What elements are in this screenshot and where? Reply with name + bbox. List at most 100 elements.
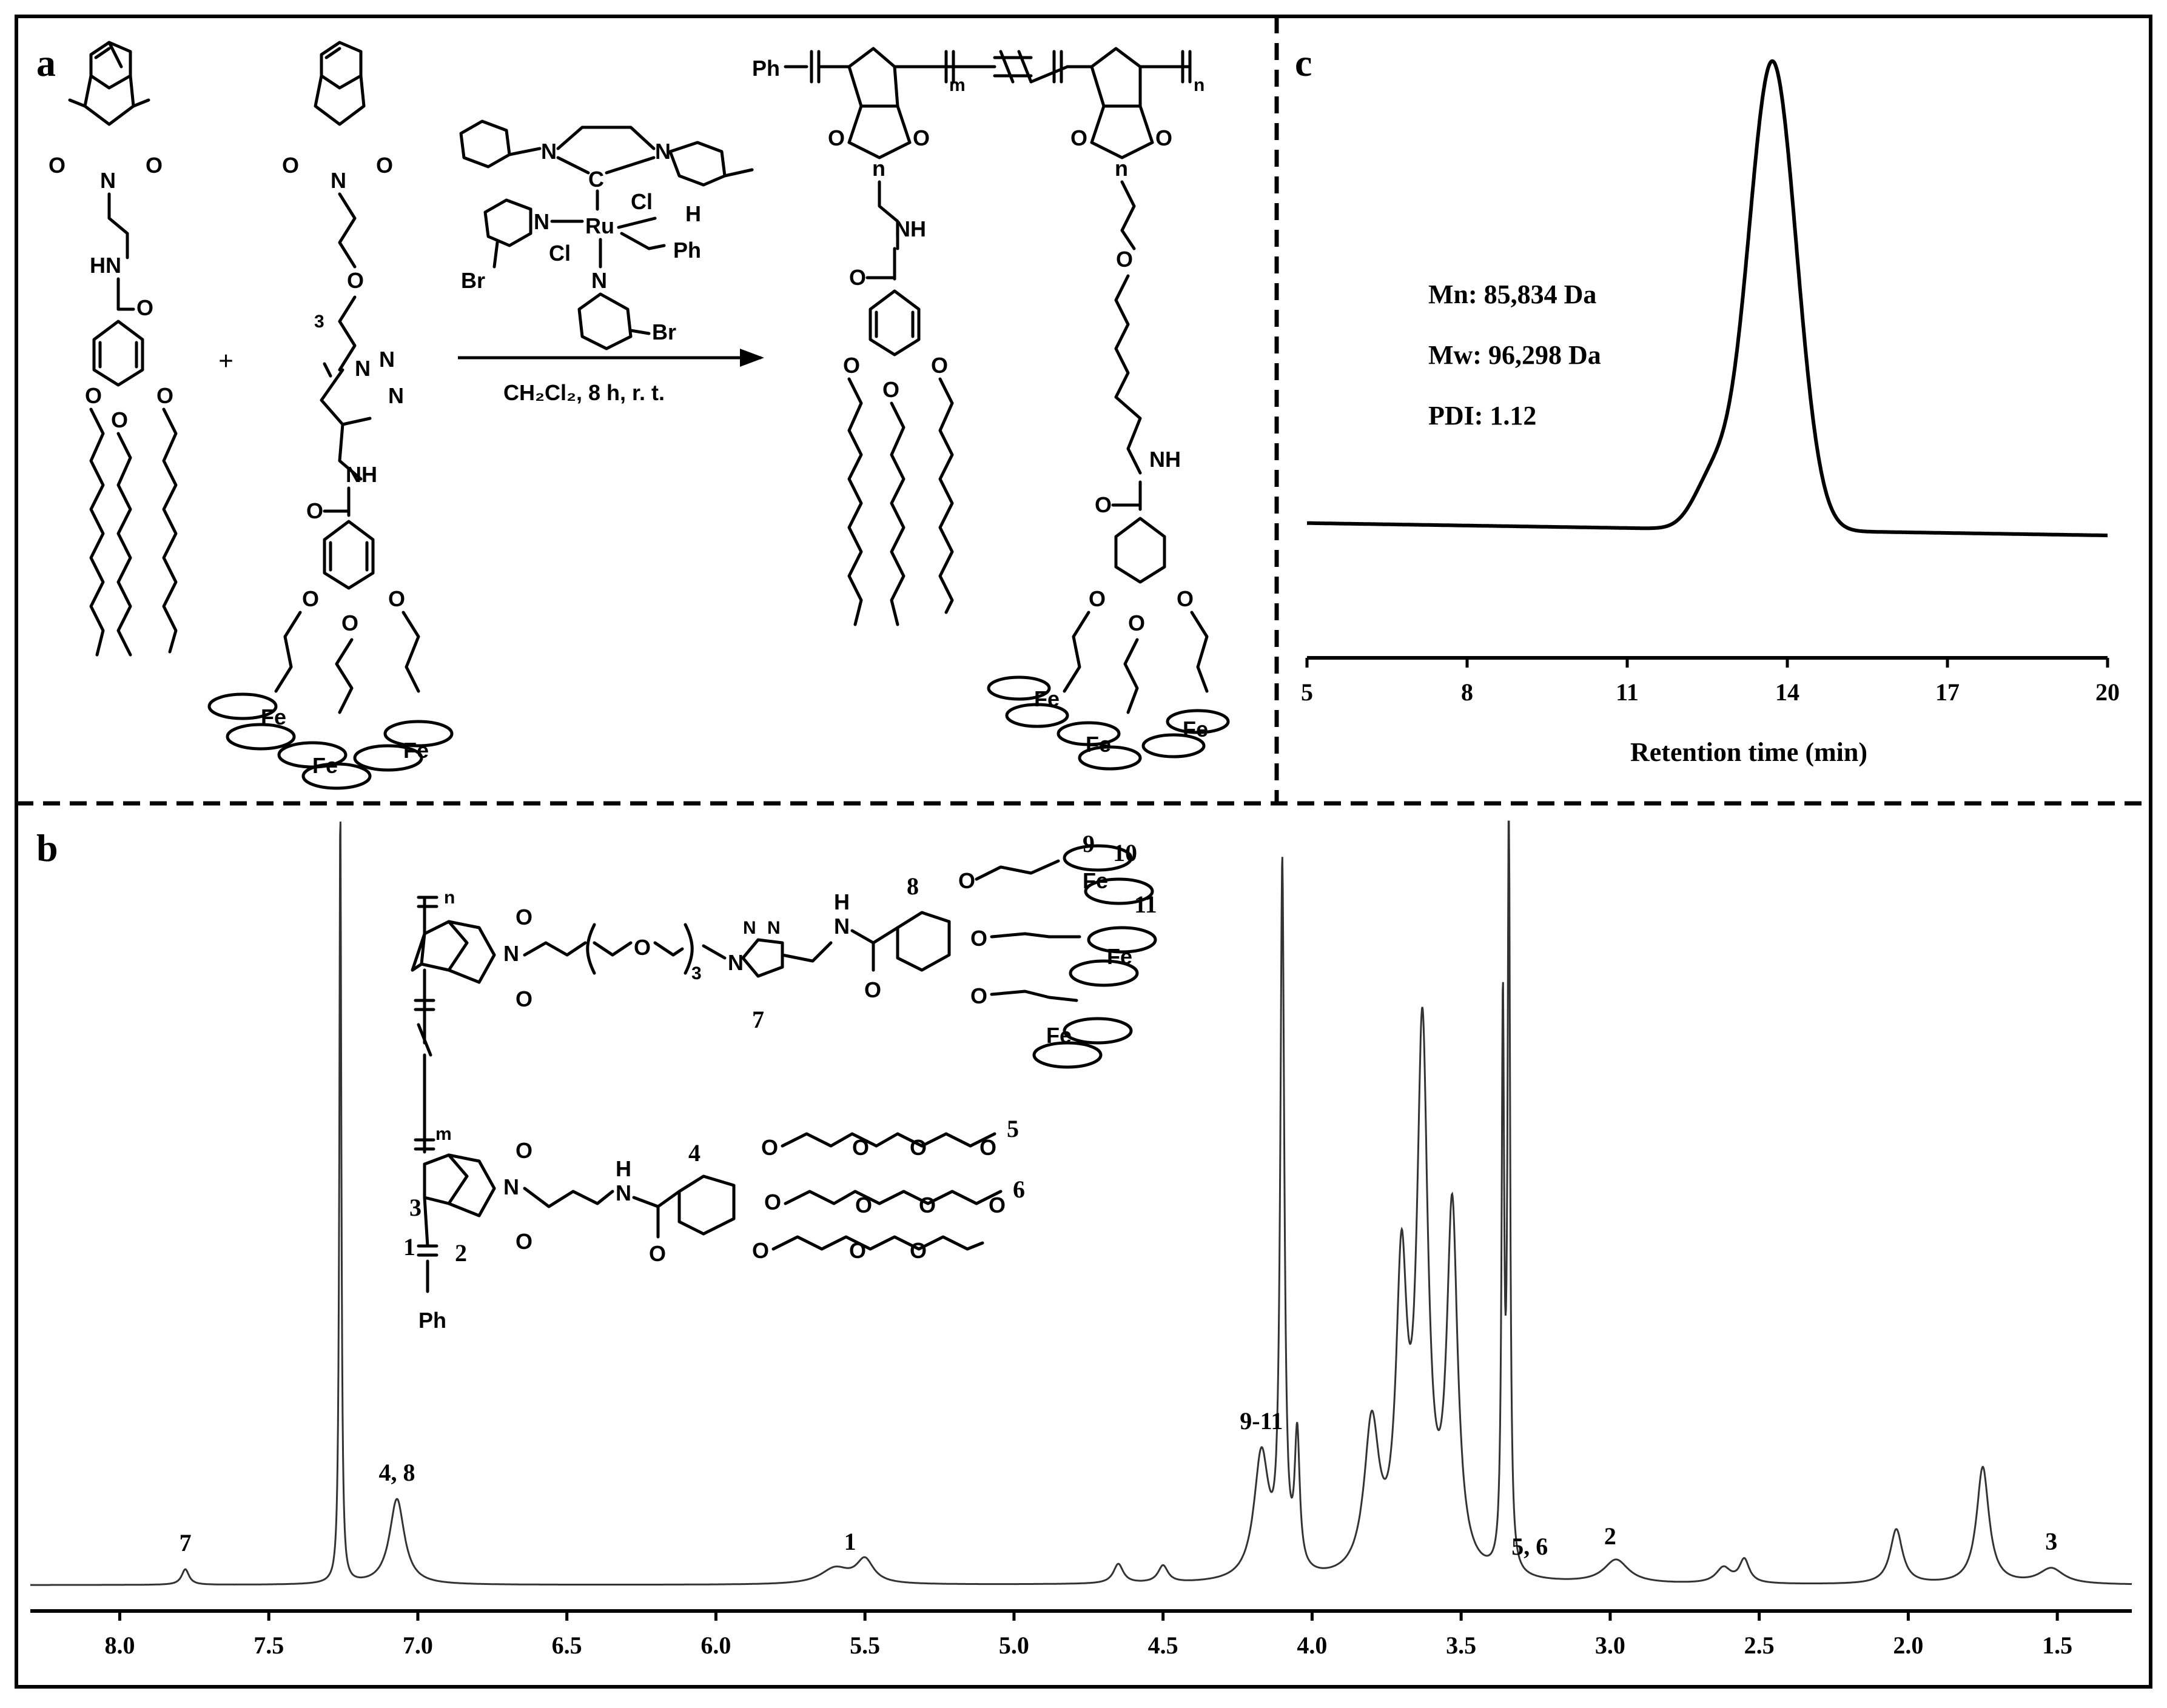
svg-text:Fe: Fe xyxy=(261,705,286,729)
svg-text:O: O xyxy=(979,1135,996,1160)
nmr-tick-label: 7.0 xyxy=(403,1632,433,1659)
pdi-annotation: PDI: 1.12 xyxy=(1428,401,1536,430)
svg-text:Fe: Fe xyxy=(1107,944,1132,969)
svg-text:N: N xyxy=(355,356,371,381)
gpc-tick-label: 8 xyxy=(1461,678,1473,706)
svg-text:O: O xyxy=(156,383,173,408)
svg-text:O: O xyxy=(1155,126,1172,150)
nmr-peak-label: 2 xyxy=(1604,1522,1616,1550)
svg-text:O: O xyxy=(1089,586,1106,611)
svg-text:O: O xyxy=(376,153,393,178)
gpc-tick-label: 5 xyxy=(1301,678,1313,706)
svg-text:N: N xyxy=(743,918,756,938)
nmr-peak-label: 7 xyxy=(180,1529,192,1556)
svg-text:Fe: Fe xyxy=(312,753,338,778)
gpc-tick-label: 20 xyxy=(2095,678,2120,706)
svg-text:O: O xyxy=(864,977,881,1002)
svg-text:O: O xyxy=(852,1135,869,1160)
svg-text:N: N xyxy=(503,1174,519,1199)
svg-text:O: O xyxy=(1177,586,1194,611)
svg-text:7: 7 xyxy=(752,1006,764,1033)
svg-text:O: O xyxy=(761,1135,778,1160)
panel-a-label: a xyxy=(36,41,56,84)
svg-text:NH: NH xyxy=(346,462,377,487)
svg-text:O: O xyxy=(306,498,323,523)
nmr-tick-label: 5.5 xyxy=(850,1632,880,1659)
svg-text:O: O xyxy=(913,126,930,150)
nmr-peak-label: 9-11 xyxy=(1240,1407,1283,1435)
svg-text:O: O xyxy=(919,1193,936,1217)
svg-text:NH: NH xyxy=(1149,447,1181,472)
nmr-tick-label: 4.0 xyxy=(1297,1632,1327,1659)
svg-text:Cl: Cl xyxy=(549,241,571,266)
svg-text:O: O xyxy=(634,935,651,960)
nmr-tick-label: 2.0 xyxy=(1893,1632,1923,1659)
svg-text:O: O xyxy=(136,295,153,320)
svg-text:m: m xyxy=(949,75,966,95)
panel-c-label: c xyxy=(1295,41,1312,84)
svg-text:N: N xyxy=(728,950,744,975)
svg-text:O: O xyxy=(388,586,405,611)
svg-text:C: C xyxy=(588,167,604,192)
nmr-tick-label: 1.5 xyxy=(2042,1632,2072,1659)
mw-annotation: Mw: 96,298 Da xyxy=(1428,340,1601,370)
svg-text:Ph: Ph xyxy=(752,56,780,81)
svg-text:Fe: Fe xyxy=(1034,686,1060,711)
svg-text:O: O xyxy=(516,986,533,1011)
gpc-x-axis-title: Retention time (min) xyxy=(1630,737,1867,767)
svg-text:O: O xyxy=(843,353,860,378)
svg-text:N: N xyxy=(100,168,116,193)
svg-text:O: O xyxy=(882,377,899,402)
svg-text:O: O xyxy=(828,126,845,150)
nmr-peak-label: 4, 8 xyxy=(379,1459,415,1486)
svg-text:Ph: Ph xyxy=(673,238,701,263)
svg-text:n: n xyxy=(444,888,455,908)
svg-text:O: O xyxy=(302,586,319,611)
panel-c: c Mn: 85,834 Da Mw: 96,298 Da PDI: 1.12 … xyxy=(1295,41,2120,767)
svg-text:3: 3 xyxy=(314,312,324,332)
svg-text:6: 6 xyxy=(1013,1176,1025,1203)
gpc-tick-label: 11 xyxy=(1616,678,1639,706)
nmr-ticks: 8.0 7.5 7.0 6.5 6.0 5.5 5.0 4.5 4.0 3.5 3.0 2.5 2.0 1… xyxy=(104,1611,2072,1659)
reaction-arrow-head xyxy=(740,349,764,367)
catalyst-structure: N N C Ru Cl H Ph Cl N Br N Br xyxy=(459,119,754,350)
svg-text:H: H xyxy=(616,1156,631,1181)
svg-text:N: N xyxy=(541,139,557,164)
svg-text:Br: Br xyxy=(652,320,676,344)
svg-text:H: H xyxy=(685,201,701,226)
svg-text:N: N xyxy=(767,918,781,938)
svg-text:H: H xyxy=(834,889,850,914)
svg-text:O: O xyxy=(282,153,299,178)
svg-text:8: 8 xyxy=(907,872,919,900)
svg-text:4: 4 xyxy=(688,1139,700,1167)
svg-text:O: O xyxy=(1070,126,1087,150)
svg-text:O: O xyxy=(1128,611,1145,635)
reaction-conditions: CH₂Cl₂, 8 h, r. t. xyxy=(503,380,665,405)
svg-text:O: O xyxy=(931,353,948,378)
svg-text:O: O xyxy=(752,1238,769,1263)
nmr-tick-label: 6.5 xyxy=(552,1632,582,1659)
svg-text:n: n xyxy=(1194,75,1204,95)
svg-text:O: O xyxy=(146,153,163,178)
polymer-product-structure: Ph m n O O n NH O O O O xyxy=(752,47,1230,771)
gpc-ticks: 5 8 11 14 17 20 xyxy=(1301,658,2120,706)
svg-text:O: O xyxy=(347,268,364,293)
svg-text:O: O xyxy=(516,905,533,929)
svg-text:Fe: Fe xyxy=(1083,868,1108,893)
nmr-spectrum xyxy=(30,820,2132,1586)
svg-text:N: N xyxy=(591,268,607,293)
svg-text:Fe: Fe xyxy=(1183,717,1208,742)
svg-text:O: O xyxy=(516,1138,533,1163)
svg-text:O: O xyxy=(970,983,987,1008)
svg-text:Fe: Fe xyxy=(1086,732,1111,757)
svg-text:2: 2 xyxy=(455,1239,467,1267)
gpc-trace xyxy=(1307,59,2108,538)
svg-text:O: O xyxy=(849,265,866,290)
svg-text:NH: NH xyxy=(895,216,926,241)
svg-text:O: O xyxy=(85,383,102,408)
svg-text:Ru: Ru xyxy=(585,213,614,238)
svg-text:Fe: Fe xyxy=(1046,1023,1072,1048)
svg-text:N: N xyxy=(534,209,549,234)
figure-border xyxy=(15,15,2152,1689)
